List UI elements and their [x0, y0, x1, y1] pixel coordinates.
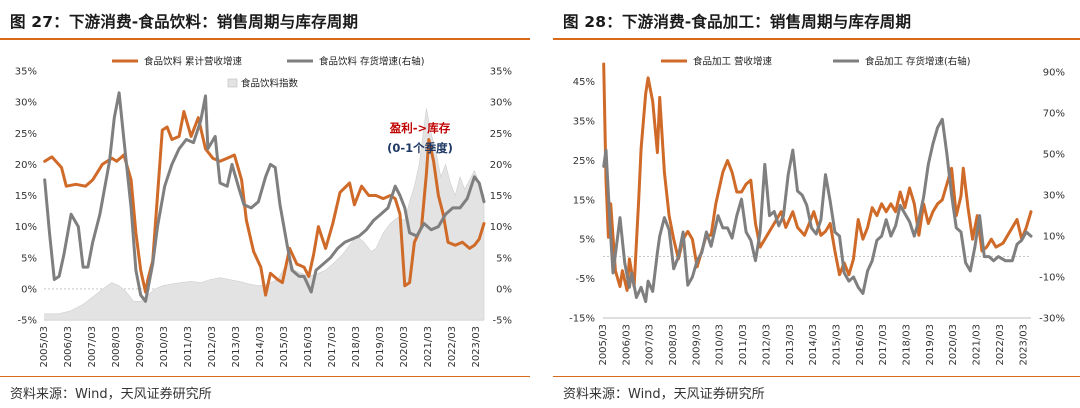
chart-title: 图 28：下游消费-食品加工：销售周期与库存周期 [563, 13, 912, 31]
x-axis-tick-label: 2008/03 [668, 324, 679, 366]
y-axis-left-tick-label: -5% [18, 316, 37, 327]
x-axis-tick-label: 2015/03 [831, 324, 842, 366]
legend-label: 食品饮料指数 [241, 78, 299, 90]
x-axis-tick-label: 2022/03 [447, 326, 458, 368]
x-axis-tick-label: 2023/03 [471, 326, 482, 368]
legend-label: 食品加工 营收增速 [693, 56, 773, 68]
x-axis-tick-label: 2018/03 [351, 326, 362, 368]
x-axis-tick-label: 2009/03 [135, 326, 146, 368]
y-axis-right-tick-label: 15% [490, 191, 512, 202]
y-axis-right-tick-label: 90% [1043, 68, 1065, 79]
x-axis-tick-label: 2005/03 [598, 324, 609, 366]
y-axis-left-tick-label: 25% [573, 156, 595, 167]
y-axis-right-tick-label: 25% [490, 129, 512, 140]
source-note: 资料来源：Wind，天风证券研究所 [563, 387, 765, 402]
y-axis-right-tick-label: 30% [490, 98, 512, 109]
y-axis-left-tick-label: 25% [15, 129, 37, 140]
x-axis-tick-label: 2015/03 [279, 326, 290, 368]
x-axis-tick-label: 2012/03 [761, 324, 772, 366]
title-rule [0, 38, 530, 40]
x-axis-tick-label: 2014/03 [255, 326, 266, 368]
x-axis-tick-label: 2009/03 [691, 324, 702, 366]
chart-panel-right: 图 28：下游消费-食品加工：销售周期与库存周期 45% 35% 25% 15% 5% -… [553, 0, 1080, 408]
y-axis-left-tick-label: 20% [15, 160, 37, 171]
title-rule [553, 38, 1080, 40]
series-line-1 [602, 117, 1033, 304]
y-axis-right-tick-label: 50% [1043, 150, 1065, 161]
y-axis-right-tick-label: -5% [493, 316, 512, 327]
x-axis-tick-label: 2023/03 [1018, 324, 1029, 366]
x-axis-tick-label: 2006/03 [621, 324, 632, 366]
x-axis-tick-label: 2011/03 [738, 324, 749, 366]
x-axis-tick-label: 2017/03 [327, 326, 338, 368]
legend-label: 食品饮料 存货增速(右轴) [319, 56, 424, 68]
y-axis-left-tick-label: 35% [15, 67, 37, 78]
x-axis-tick-label: 2021/03 [423, 326, 434, 368]
x-axis-tick-label: 2021/03 [972, 324, 983, 366]
y-axis-left-tick-label: 0% [21, 284, 37, 295]
x-axis-tick-label: 2005/03 [39, 326, 50, 368]
legend-label: 食品饮料 累计营收增速 [144, 56, 243, 68]
x-axis-tick-label: 2008/03 [111, 326, 122, 368]
x-axis-tick-label: 2012/03 [207, 326, 218, 368]
footer-rule [553, 376, 1080, 377]
chart-title: 图 27：下游消费-食品饮料：销售周期与库存周期 [10, 13, 359, 31]
x-axis-tick-label: 2016/03 [855, 324, 866, 366]
y-axis-left-tick-label: 35% [573, 117, 595, 128]
x-axis-tick-label: 2022/03 [995, 324, 1006, 366]
x-axis-tick-label: 2020/03 [948, 324, 959, 366]
y-axis-right-tick-label: 20% [490, 160, 512, 171]
series-line-1 [43, 91, 486, 303]
x-axis-tick-label: 2006/03 [63, 326, 74, 368]
y-axis-left-tick-label: 45% [573, 77, 595, 88]
x-axis-tick-label: 2019/03 [375, 326, 386, 368]
y-axis-right-tick-label: -10% [1039, 273, 1065, 284]
annotation-label: 盈利->库存 [389, 121, 451, 135]
y-axis-left-tick-label: 30% [15, 98, 37, 109]
x-axis-tick-label: 2013/03 [785, 324, 796, 366]
x-axis-tick-label: 2013/03 [231, 326, 242, 368]
x-axis-tick-label: 2017/03 [878, 324, 889, 366]
y-axis-right-tick-label: 10% [1043, 232, 1065, 243]
y-axis-left-tick-label: 5% [579, 235, 595, 246]
chart-plot-right: 45% 35% 25% 15% 5% -5% -15% 90% 70% 50% 30% 10% -10%… [569, 56, 1065, 366]
footer-rule [0, 376, 530, 377]
chart-plot-left: 35% 30% 25% 20% 15% 10% 5% 0% -5% 35% 30% 25% 20% 15%… [15, 56, 512, 368]
y-axis-right-tick-label: -30% [1039, 314, 1065, 325]
x-axis-tick-label: 2010/03 [159, 326, 170, 368]
annotation-label: (0-1个季度) [387, 141, 453, 155]
x-axis-tick-label: 2018/03 [902, 324, 913, 366]
series-line-0 [43, 110, 486, 297]
legend-label: 食品加工 存货增速(右轴) [865, 56, 970, 68]
x-axis-tick-label: 2007/03 [87, 326, 98, 368]
y-axis-right-tick-label: 35% [490, 67, 512, 78]
x-axis-tick-label: 2019/03 [925, 324, 936, 366]
x-axis-tick-label: 2020/03 [399, 326, 410, 368]
y-axis-left-tick-label: 15% [573, 195, 595, 206]
y-axis-left-tick-label: 10% [15, 222, 37, 233]
x-axis-tick-label: 2010/03 [715, 324, 726, 366]
y-axis-right-tick-label: 70% [1043, 109, 1065, 120]
legend-swatch [227, 78, 238, 88]
chart-panel-left: 图 27：下游消费-食品饮料：销售周期与库存周期 35% 30% 25% 20% 15%… [0, 0, 530, 408]
source-note: 资料来源：Wind，天风证券研究所 [10, 387, 212, 402]
x-axis-tick-label: 2007/03 [645, 324, 656, 366]
y-axis-left-tick-label: 15% [15, 191, 37, 202]
y-axis-left-tick-label: -15% [569, 314, 595, 325]
y-axis-right-tick-label: 0% [496, 284, 512, 295]
y-axis-right-tick-label: 5% [496, 253, 512, 264]
series-line-0 [602, 62, 1033, 292]
y-axis-right-tick-label: 30% [1043, 191, 1065, 202]
x-axis-tick-label: 2016/03 [303, 326, 314, 368]
x-axis-tick-label: 2014/03 [808, 324, 819, 366]
y-axis-left-tick-label: -5% [576, 274, 595, 285]
x-axis-tick-label: 2011/03 [183, 326, 194, 368]
y-axis-right-tick-label: 10% [490, 222, 512, 233]
y-axis-left-tick-label: 5% [21, 253, 37, 264]
